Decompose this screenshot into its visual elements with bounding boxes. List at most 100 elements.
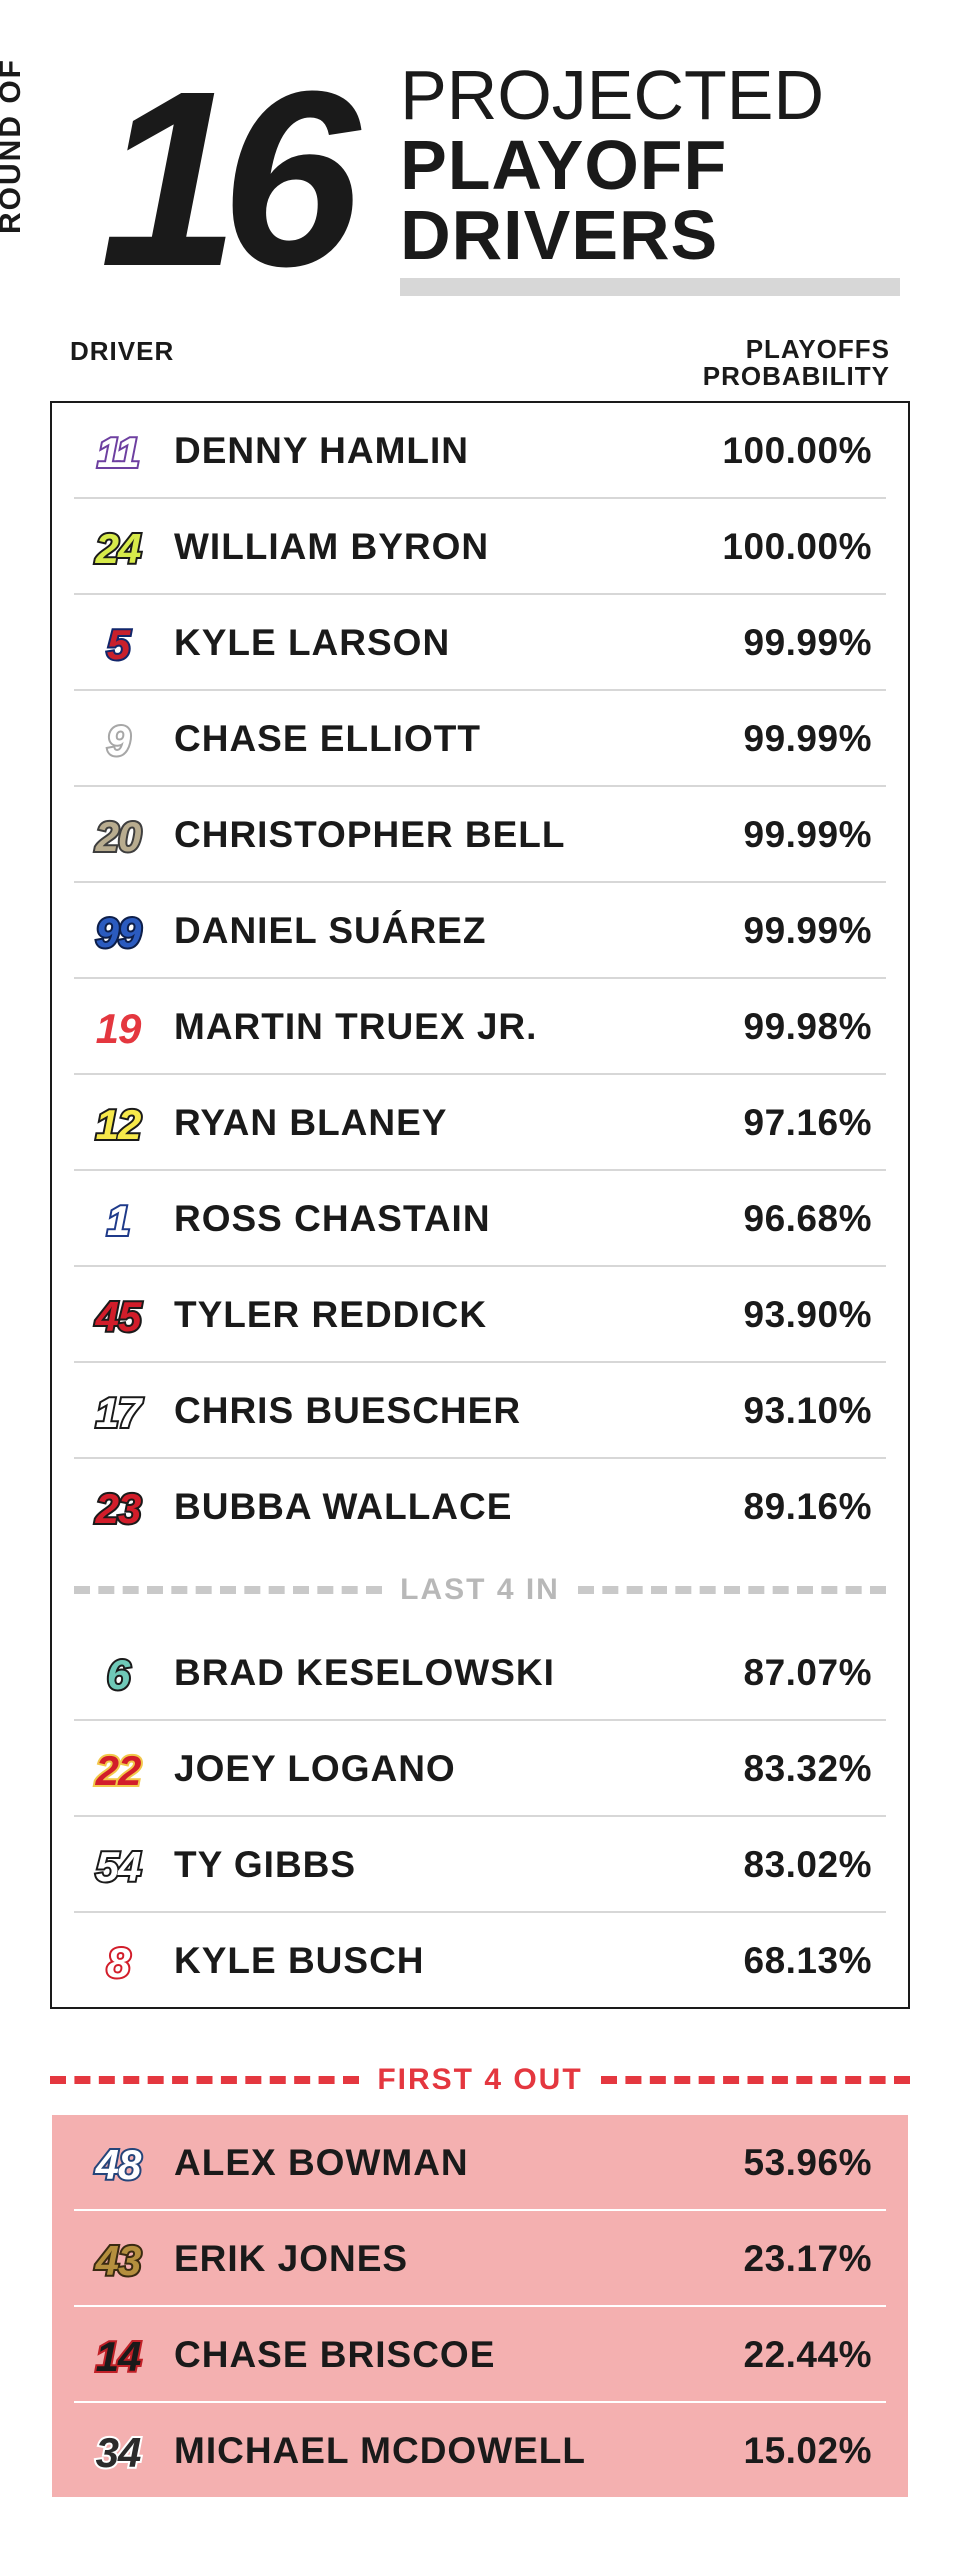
- table-row: 8 KYLE BUSCH68.13%: [74, 1913, 886, 2007]
- car-number-badge: 20: [82, 811, 154, 859]
- driver-name: DENNY HAMLIN: [154, 430, 678, 472]
- table-row: 11DENNY HAMLIN100.00%: [74, 403, 886, 499]
- svg-text:9: 9: [107, 717, 131, 763]
- col-driver: DRIVER: [70, 336, 174, 391]
- playoff-probability: 15.02%: [678, 2430, 878, 2472]
- playoff-probability: 99.99%: [678, 814, 878, 856]
- driver-name: MARTIN TRUEX JR.: [154, 1006, 678, 1048]
- svg-text:6: 6: [107, 1651, 131, 1697]
- driver-name: CHASE ELLIOTT: [154, 718, 678, 760]
- first-4-out-section: FIRST 4 OUT 48 ALEX BOWMAN53.96% 43ERIK JO…: [50, 2043, 910, 2497]
- driver-name: KYLE BUSCH: [154, 1940, 678, 1982]
- car-number-badge: 1: [82, 1195, 154, 1243]
- dash-line-right: [601, 2076, 910, 2084]
- driver-name: CHRISTOPHER BELL: [154, 814, 678, 856]
- car-number-badge: 23: [82, 1483, 154, 1531]
- out-playoffs-box: 48 ALEX BOWMAN53.96% 43ERIK JONES23.17% 14 C…: [52, 2115, 908, 2497]
- car-number-badge: 9: [82, 715, 154, 763]
- title-line-3: DRIVERS: [400, 200, 718, 270]
- table-row: 99DANIEL SUÁREZ99.99%: [74, 883, 886, 979]
- table-row: 24WILLIAM BYRON100.00%: [74, 499, 886, 595]
- last-4-in-label: LAST 4 IN: [400, 1573, 560, 1607]
- table-row: 9CHASE ELLIOTT99.99%: [74, 691, 886, 787]
- table-row: 19MARTIN TRUEX JR.99.98%: [74, 979, 886, 1075]
- car-number-badge: 5: [82, 619, 154, 667]
- col-probability: PLAYOFFS PROBABILITY: [703, 336, 890, 391]
- in-playoffs-box: 11DENNY HAMLIN100.00%24WILLIAM BYRON100.…: [50, 401, 910, 2009]
- playoff-probability: 96.68%: [678, 1198, 878, 1240]
- playoff-probability: 68.13%: [678, 1940, 878, 1982]
- playoff-probability: 22.44%: [678, 2334, 878, 2376]
- car-number-badge: 54: [82, 1841, 154, 1889]
- car-number-badge: 45: [82, 1291, 154, 1339]
- table-row: 43ERIK JONES23.17%: [74, 2211, 886, 2307]
- driver-name: TY GIBBS: [154, 1844, 678, 1886]
- table-row: 1ROSS CHASTAIN96.68%: [74, 1171, 886, 1267]
- car-number-badge: 43: [82, 2235, 154, 2283]
- playoff-probability: 99.99%: [678, 910, 878, 952]
- table-row: 23 BUBBA WALLACE89.16%: [74, 1459, 886, 1553]
- table-row: 22JOEY LOGANO83.32%: [74, 1721, 886, 1817]
- column-headers: DRIVER PLAYOFFS PROBABILITY: [50, 336, 910, 401]
- table-row: 34MICHAEL MCDOWELL15.02%: [74, 2403, 886, 2497]
- title-line-2: PLAYOFF: [400, 130, 727, 200]
- svg-text:43: 43: [95, 2237, 141, 2283]
- svg-text:22: 22: [95, 1747, 141, 1793]
- car-number-badge: 8: [82, 1937, 154, 1985]
- round-of-16-lockup: ROUND OF 16: [60, 81, 370, 276]
- car-number-badge: 11: [82, 427, 154, 475]
- svg-text:23: 23: [95, 1485, 141, 1531]
- driver-name: MICHAEL MCDOWELL: [154, 2430, 678, 2472]
- playoff-probability: 53.96%: [678, 2142, 878, 2184]
- svg-text:17: 17: [96, 1389, 143, 1435]
- first-4-out-label: FIRST 4 OUT: [377, 2063, 582, 2097]
- playoff-probability: 100.00%: [678, 430, 878, 472]
- dash-line-right: [578, 1586, 886, 1594]
- playoff-probability: 87.07%: [678, 1652, 878, 1694]
- driver-name: TYLER REDDICK: [154, 1294, 678, 1336]
- driver-name: DANIEL SUÁREZ: [154, 910, 678, 952]
- playoff-probability: 89.16%: [678, 1486, 878, 1528]
- svg-text:5: 5: [107, 621, 131, 667]
- svg-text:8: 8: [107, 1939, 131, 1985]
- car-number-badge: 48: [82, 2139, 154, 2187]
- title-line-1: PROJECTED: [400, 60, 824, 130]
- playoff-probability: 93.10%: [678, 1390, 878, 1432]
- table-row: 17 CHRIS BUESCHER93.10%: [74, 1363, 886, 1459]
- driver-name: ALEX BOWMAN: [154, 2142, 678, 2184]
- first-4-out-divider: FIRST 4 OUT: [50, 2043, 910, 2115]
- table-row: 20 CHRISTOPHER BELL99.99%: [74, 787, 886, 883]
- driver-name: BUBBA WALLACE: [154, 1486, 678, 1528]
- title-block: PROJECTED PLAYOFF DRIVERS: [390, 60, 900, 296]
- car-number-badge: 22: [82, 1745, 154, 1793]
- svg-text:12: 12: [96, 1101, 141, 1147]
- round-number-16: 16: [100, 81, 370, 276]
- table-row: 12RYAN BLANEY97.16%: [74, 1075, 886, 1171]
- car-number-badge: 14: [82, 2331, 154, 2379]
- table-row: 48 ALEX BOWMAN53.96%: [74, 2115, 886, 2211]
- playoff-probability: 99.99%: [678, 622, 878, 664]
- svg-text:19: 19: [96, 1005, 142, 1051]
- playoff-probability: 83.02%: [678, 1844, 878, 1886]
- svg-text:48: 48: [95, 2141, 142, 2187]
- svg-text:1: 1: [107, 1197, 129, 1243]
- table-row: 6 BRAD KESELOWSKI87.07%: [74, 1625, 886, 1721]
- driver-name: WILLIAM BYRON: [154, 526, 678, 568]
- driver-name: KYLE LARSON: [154, 622, 678, 664]
- svg-text:54: 54: [96, 1843, 141, 1889]
- car-number-badge: 19: [82, 1003, 154, 1051]
- playoff-probability: 97.16%: [678, 1102, 878, 1144]
- driver-name: CHASE BRISCOE: [154, 2334, 678, 2376]
- title-underline: [400, 278, 900, 296]
- svg-text:20: 20: [95, 813, 141, 859]
- svg-text:14: 14: [96, 2333, 141, 2379]
- driver-name: BRAD KESELOWSKI: [154, 1652, 678, 1694]
- svg-text:45: 45: [95, 1293, 142, 1339]
- car-number-badge: 6: [82, 1649, 154, 1697]
- table-row: 14 CHASE BRISCOE22.44%: [74, 2307, 886, 2403]
- car-number-badge: 17: [82, 1387, 154, 1435]
- table-row: 54 TY GIBBS83.02%: [74, 1817, 886, 1913]
- playoff-probability: 23.17%: [678, 2238, 878, 2280]
- playoff-probability: 93.90%: [678, 1294, 878, 1336]
- driver-name: CHRIS BUESCHER: [154, 1390, 678, 1432]
